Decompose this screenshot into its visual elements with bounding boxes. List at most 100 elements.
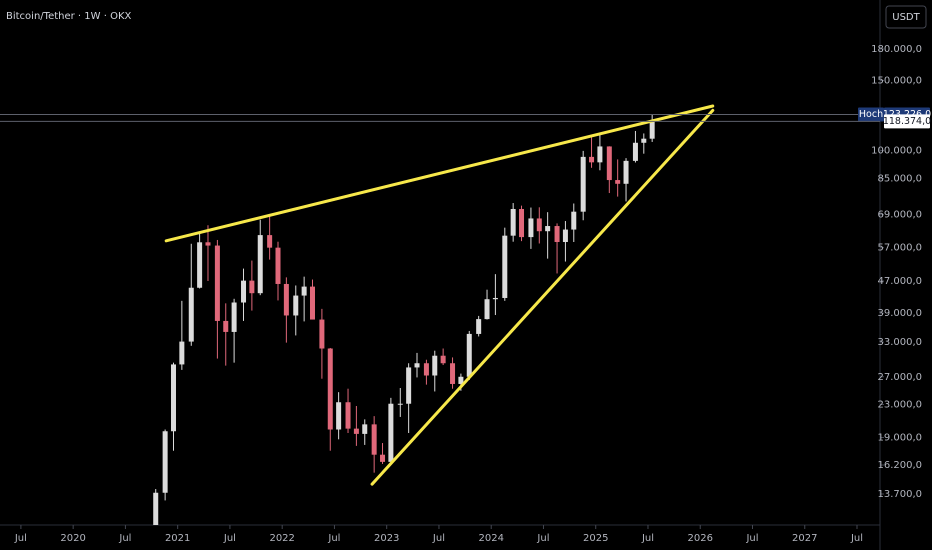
- candle-body: [623, 160, 629, 184]
- y-tick-label: 57.000,0: [877, 243, 922, 254]
- currency-button[interactable]: [885, 5, 927, 29]
- x-tick-label: Jul: [641, 533, 654, 544]
- candle-body: [293, 295, 299, 316]
- candle-body: [345, 402, 351, 429]
- candle-body: [179, 341, 185, 365]
- candle-body: [571, 211, 577, 230]
- candle-body: [536, 218, 542, 232]
- candle-body: [492, 297, 498, 300]
- candle-body: [528, 218, 534, 238]
- candle-body: [197, 242, 203, 288]
- candle-body: [414, 363, 420, 368]
- candle-body: [440, 355, 446, 364]
- x-tick-label: 2024: [478, 533, 503, 544]
- currency-label[interactable]: USDT: [892, 12, 920, 23]
- candle-body: [153, 492, 159, 525]
- candle-body: [162, 431, 168, 493]
- trend-line: [164, 104, 715, 243]
- y-tick-label: 27.000,0: [877, 372, 922, 383]
- candle-body: [371, 424, 377, 455]
- candle-body: [649, 121, 655, 139]
- candle-body: [353, 428, 359, 434]
- candle-body: [597, 146, 603, 163]
- x-tick-label: Jul: [745, 533, 758, 544]
- candle-body: [423, 363, 429, 376]
- candle-body: [545, 226, 551, 232]
- candle-body: [450, 363, 456, 384]
- candle-body: [319, 319, 325, 349]
- y-tick-label: 47.000,0: [877, 276, 922, 287]
- x-tick-label: Jul: [14, 533, 27, 544]
- candle-body: [362, 424, 368, 434]
- y-tick-label: 100.000,0: [871, 146, 922, 157]
- candle-body: [466, 333, 472, 377]
- x-tick-label: Jul: [850, 533, 863, 544]
- candle-body: [205, 242, 211, 246]
- candle-body: [519, 208, 525, 238]
- candle-body: [476, 319, 482, 334]
- price-label: 118.374,0: [883, 116, 931, 127]
- plot-area: [153, 104, 715, 525]
- candle-body: [283, 283, 289, 316]
- candle-body: [267, 235, 273, 248]
- candle-body: [257, 235, 263, 294]
- price-label-box: [884, 114, 930, 129]
- candle-body: [589, 156, 595, 163]
- candle-body: [397, 403, 403, 405]
- trend-line: [370, 108, 715, 486]
- y-tick-label: 69.000,0: [877, 210, 922, 221]
- candle-body: [606, 146, 612, 181]
- y-tick-label: 180.000,0: [871, 44, 922, 55]
- x-tick-label: 2027: [792, 533, 817, 544]
- y-tick-label: 33.000,0: [877, 337, 922, 348]
- x-tick-label: Jul: [327, 533, 340, 544]
- candle-body: [301, 286, 307, 296]
- candle-body: [580, 156, 586, 212]
- y-tick-label: 23.000,0: [877, 399, 922, 410]
- candle-body: [502, 235, 508, 298]
- candle-body: [241, 280, 247, 303]
- candle-body: [249, 280, 255, 294]
- x-tick-label: 2026: [688, 533, 713, 544]
- candle-body: [388, 403, 394, 462]
- y-tick-label: 19.000,0: [877, 432, 922, 443]
- price-label-name-box: [858, 107, 884, 122]
- candle-body: [275, 247, 281, 284]
- candle-body: [615, 180, 621, 184]
- candle-body: [231, 302, 237, 332]
- candle-body: [632, 142, 638, 161]
- x-tick-label: 2022: [269, 533, 294, 544]
- y-tick-label: 39.000,0: [877, 308, 922, 319]
- candle-body: [336, 402, 342, 430]
- candle-body: [510, 208, 516, 236]
- x-tick-label: Jul: [223, 533, 236, 544]
- candle-body: [170, 364, 176, 432]
- price-label-name: Hoch: [859, 109, 883, 120]
- x-tick-label: Jul: [118, 533, 131, 544]
- x-tick-label: 2025: [583, 533, 608, 544]
- candle-body: [554, 226, 560, 243]
- candle-body: [188, 287, 194, 342]
- chart-title: Bitcoin/Tether · 1W · OKX: [6, 11, 131, 22]
- candle-body: [380, 454, 386, 462]
- x-tick-label: 2020: [60, 533, 85, 544]
- y-tick-label: 13.700,0: [877, 489, 922, 500]
- candle-body: [214, 245, 220, 321]
- candle-body: [327, 348, 333, 430]
- y-tick-label: 85.000,0: [877, 174, 922, 185]
- candle-body: [641, 138, 647, 143]
- candle-body: [432, 355, 438, 376]
- x-tick-label: 2023: [374, 533, 399, 544]
- candle-body: [406, 367, 412, 404]
- candle-body: [562, 229, 568, 243]
- x-tick-label: Jul: [536, 533, 549, 544]
- y-tick-label: 150.000,0: [871, 75, 922, 86]
- candle-body: [309, 286, 315, 320]
- x-tick-label: Jul: [432, 533, 445, 544]
- candle-body: [223, 320, 229, 332]
- x-tick-label: 2021: [165, 533, 190, 544]
- candle-body: [458, 376, 464, 384]
- y-tick-label: 16.200,0: [877, 460, 922, 471]
